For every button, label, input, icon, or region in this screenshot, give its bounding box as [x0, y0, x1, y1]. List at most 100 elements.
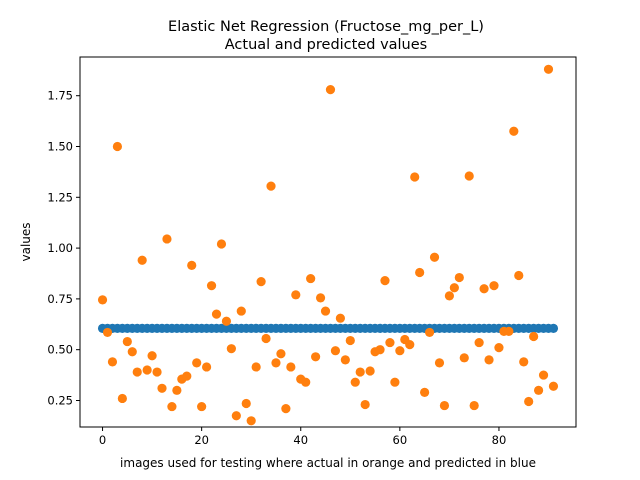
x-axis-label: images used for testing where actual in …	[120, 456, 536, 470]
actual-point	[479, 284, 489, 294]
actual-point	[256, 277, 266, 287]
actual-point	[246, 416, 256, 426]
actual-point	[424, 327, 435, 338]
actual-point	[429, 252, 440, 262]
x-axis-ticks: 0 20 40 60 80	[99, 427, 506, 447]
y-axis-label: values	[19, 222, 33, 261]
actual-point	[454, 272, 464, 283]
actual-point	[524, 396, 534, 407]
actual-point	[286, 362, 296, 372]
actual-point	[315, 293, 326, 303]
actual-point	[231, 411, 241, 421]
actual-point	[459, 353, 469, 363]
actual-point	[380, 276, 390, 286]
actual-point	[548, 381, 559, 391]
actual-point	[172, 385, 182, 395]
actual-point	[529, 331, 539, 342]
actual-point	[325, 85, 336, 95]
actual-point	[187, 260, 197, 270]
actual-point	[509, 126, 519, 136]
actual-point	[291, 290, 301, 300]
actual-point	[439, 400, 450, 411]
actual-point	[489, 281, 499, 291]
actual-point	[345, 335, 355, 346]
x-tick-label: 20	[194, 433, 209, 447]
data-points	[97, 64, 559, 426]
plot-background	[80, 57, 576, 427]
actual-point	[137, 255, 147, 265]
actual-point	[464, 171, 474, 181]
actual-point	[469, 400, 479, 411]
actual-point	[216, 239, 227, 249]
actual-point	[335, 313, 345, 323]
actual-point	[142, 365, 152, 375]
actual-point	[182, 371, 192, 381]
actual-point	[538, 370, 549, 380]
chart-title-line-1: Elastic Net Regression (Fructose_mg_per_…	[168, 19, 484, 35]
y-tick-label: 0.25	[47, 393, 73, 407]
actual-point	[533, 385, 544, 395]
actual-point	[434, 358, 445, 368]
actual-point	[97, 295, 108, 305]
actual-point	[117, 393, 127, 404]
actual-point	[206, 281, 217, 291]
actual-point	[494, 343, 504, 353]
y-tick-label: 1.00	[47, 241, 73, 255]
y-tick-label: 0.50	[47, 343, 73, 357]
actual-point	[449, 283, 459, 293]
actual-point	[157, 383, 167, 393]
plot-frame	[79, 56, 577, 428]
actual-point	[251, 362, 261, 372]
y-axis-ticks: 0.25 0.50 0.75 1.00 1.25 1.50 1.75	[47, 89, 80, 407]
actual-point	[281, 404, 291, 414]
actual-point	[375, 345, 385, 355]
actual-point	[420, 387, 430, 397]
predicted-point	[548, 323, 559, 333]
chart-title-line-2: Actual and predicted values	[225, 37, 427, 53]
actual-point	[355, 367, 365, 377]
actual-point	[405, 340, 415, 350]
x-tick-label: 60	[393, 433, 408, 447]
actual-point	[102, 327, 113, 338]
y-tick-label: 1.50	[47, 140, 73, 154]
actual-point	[167, 401, 177, 412]
actual-point	[211, 309, 222, 319]
actual-point	[320, 306, 331, 316]
actual-point	[276, 349, 286, 359]
actual-point	[311, 352, 321, 362]
actual-point	[197, 401, 207, 412]
actual-point	[365, 366, 375, 376]
actual-point	[350, 377, 360, 387]
actual-point	[504, 326, 514, 337]
actual-point	[410, 172, 420, 182]
actual-point	[271, 358, 281, 368]
actual-point	[107, 357, 118, 367]
actual-point	[301, 377, 311, 387]
actual-point	[415, 267, 425, 278]
actual-point	[127, 347, 137, 357]
actual-point	[360, 399, 370, 410]
y-tick-label: 0.75	[47, 292, 73, 306]
actual-point	[162, 234, 172, 244]
x-tick-label: 80	[492, 433, 507, 447]
actual-point	[221, 316, 232, 326]
actual-point	[192, 358, 202, 368]
actual-point	[514, 270, 524, 281]
actual-point	[474, 337, 484, 348]
actual-point	[236, 306, 246, 316]
actual-point	[306, 273, 316, 284]
actual-point	[330, 346, 341, 356]
actual-point	[519, 357, 529, 367]
actual-point	[390, 377, 400, 387]
actual-point	[543, 64, 554, 74]
actual-point	[226, 344, 236, 354]
actual-point	[385, 337, 395, 348]
actual-point	[112, 141, 123, 152]
actual-point	[147, 351, 157, 361]
y-tick-label: 1.75	[47, 89, 73, 103]
x-tick-label: 0	[99, 433, 106, 447]
actual-point	[132, 367, 142, 377]
actual-point	[152, 367, 162, 377]
actual-point	[444, 291, 454, 301]
